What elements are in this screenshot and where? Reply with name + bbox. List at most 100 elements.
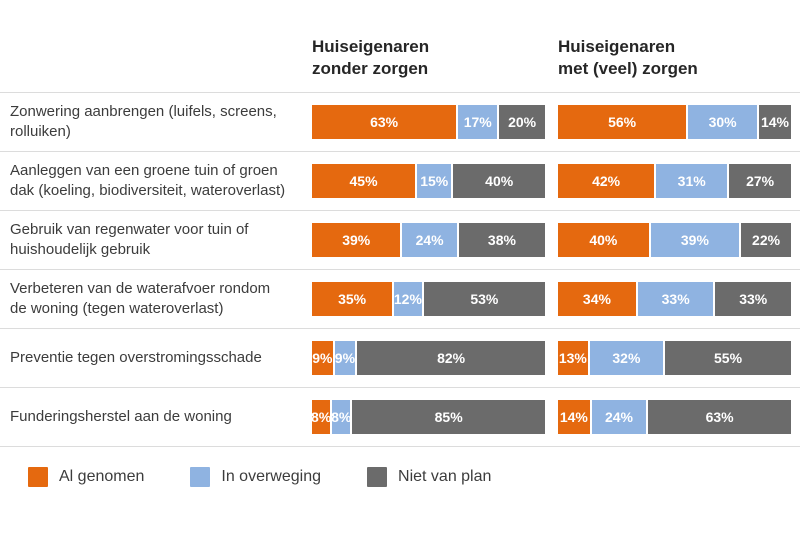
bar-value-label: 17% bbox=[463, 114, 492, 130]
bar-segment-niet-van-plan: 38% bbox=[458, 223, 545, 257]
bar-value-label: 9% bbox=[312, 350, 333, 366]
bar-value-label: 53% bbox=[470, 291, 499, 307]
bar-segment-in-overweging: 24% bbox=[402, 223, 457, 257]
bar-segment-niet-van-plan: 40% bbox=[453, 164, 545, 198]
table-row: Funderingsherstel aan de woning 8% 8% 85… bbox=[0, 387, 800, 446]
bar-zonder-zorgen: 35% 12% 53% bbox=[312, 282, 546, 316]
bar-segment-al-genomen: 35% bbox=[312, 282, 393, 316]
bar-segment-al-genomen: 42% bbox=[558, 164, 655, 198]
bar-value-label: 38% bbox=[487, 232, 516, 248]
legend-label: Al genomen bbox=[59, 468, 145, 485]
bar-value-label: 20% bbox=[508, 114, 537, 130]
bar-zonder-zorgen: 39% 24% 38% bbox=[312, 223, 545, 257]
bar-value-label: 8% bbox=[331, 409, 352, 425]
bar-met-zorgen: 40% 39% 22% bbox=[558, 223, 791, 257]
bar-segment-in-overweging: 32% bbox=[589, 341, 664, 375]
column-header-zonder-zorgen: Huiseigenaren zonder zorgen bbox=[312, 36, 545, 80]
table-row: Preventie tegen overstromingsschade 9% 9… bbox=[0, 328, 800, 387]
bar-met-zorgen: 34% 33% 33% bbox=[558, 282, 791, 316]
bar-value-label: 39% bbox=[680, 232, 709, 248]
row-label: Zonwering aanbrengen (luifels, screens, … bbox=[10, 103, 277, 140]
bar-value-label: 56% bbox=[608, 114, 637, 130]
bar-segment-niet-van-plan: 27% bbox=[729, 164, 791, 198]
row-label: Gebruik van regenwater voor tuin of huis… bbox=[10, 221, 249, 258]
bar-value-label: 14% bbox=[760, 114, 789, 130]
bar-segment-in-overweging: 24% bbox=[591, 400, 647, 434]
bar-value-label: 9% bbox=[334, 350, 356, 366]
bar-value-label: 33% bbox=[739, 291, 768, 307]
bar-segment-al-genomen: 34% bbox=[558, 282, 636, 316]
bar-segment-in-overweging: 17% bbox=[458, 105, 498, 139]
row-label: Aanleggen van een groene tuin of groen d… bbox=[10, 162, 286, 199]
bar-value-label: 31% bbox=[677, 173, 706, 189]
bar-zonder-zorgen: 45% 15% 40% bbox=[312, 164, 545, 198]
bar-value-label: 14% bbox=[559, 409, 588, 425]
bar-segment-in-overweging: 30% bbox=[688, 105, 757, 139]
bar-segment-al-genomen: 45% bbox=[312, 164, 416, 198]
bar-zonder-zorgen: 63% 17% 20% bbox=[312, 105, 545, 139]
bar-value-label: 22% bbox=[752, 232, 781, 248]
bar-value-label: 35% bbox=[338, 291, 367, 307]
bar-value-label: 55% bbox=[714, 350, 743, 366]
bar-value-label: 85% bbox=[434, 409, 463, 425]
bar-segment-al-genomen: 56% bbox=[558, 105, 687, 139]
header-line: zonder zorgen bbox=[312, 59, 429, 78]
legend-item-al-genomen: Al genomen bbox=[28, 467, 144, 487]
bar-met-zorgen: 42% 31% 27% bbox=[558, 164, 791, 198]
row-label: Verbeteren van de waterafvoer rondom de … bbox=[10, 280, 271, 317]
bar-value-label: 63% bbox=[370, 114, 399, 130]
bar-segment-in-overweging: 39% bbox=[650, 223, 740, 257]
bar-value-label: 40% bbox=[589, 232, 618, 248]
bar-segment-in-overweging: 15% bbox=[417, 164, 452, 198]
bar-value-label: 24% bbox=[604, 409, 633, 425]
bar-segment-al-genomen: 14% bbox=[558, 400, 590, 434]
bar-segment-niet-van-plan: 33% bbox=[715, 282, 791, 316]
bar-segment-niet-van-plan: 22% bbox=[741, 223, 791, 257]
bar-segment-in-overweging: 8% bbox=[331, 400, 352, 434]
bar-segment-niet-van-plan: 85% bbox=[352, 400, 545, 434]
bar-value-label: 24% bbox=[415, 232, 444, 248]
legend-item-in-overweging: In overweging bbox=[190, 467, 321, 487]
bar-segment-niet-van-plan: 55% bbox=[665, 341, 791, 375]
legend-label: Niet van plan bbox=[398, 468, 492, 485]
bar-zonder-zorgen: 8% 8% 85% bbox=[311, 400, 545, 434]
header-line: Huiseigenaren bbox=[312, 37, 430, 56]
bar-met-zorgen: 13% 32% 55% bbox=[558, 341, 791, 375]
bar-value-label: 34% bbox=[582, 291, 611, 307]
bar-segment-niet-van-plan: 14% bbox=[758, 105, 791, 139]
bar-value-label: 12% bbox=[393, 291, 422, 307]
bar-value-label: 15% bbox=[420, 173, 449, 189]
chart-rows: Zonwering aanbrengen (luifels, screens, … bbox=[0, 92, 800, 447]
bar-met-zorgen: 14% 24% 63% bbox=[558, 400, 792, 434]
bar-value-label: 13% bbox=[558, 350, 587, 366]
legend: Al genomen In overweging Niet van plan bbox=[0, 447, 800, 487]
bar-met-zorgen: 56% 30% 14% bbox=[558, 105, 791, 139]
bar-segment-niet-van-plan: 20% bbox=[499, 105, 545, 139]
bar-segment-in-overweging: 33% bbox=[637, 282, 714, 316]
bar-value-label: 42% bbox=[592, 173, 621, 189]
header-line: Huiseigenaren bbox=[558, 37, 676, 56]
table-row: Gebruik van regenwater voor tuin of huis… bbox=[0, 210, 800, 269]
legend-swatch-al-genomen bbox=[28, 467, 48, 487]
bar-segment-al-genomen: 13% bbox=[558, 341, 588, 375]
legend-swatch-niet-van-plan bbox=[367, 467, 388, 487]
header-line: met (veel) zorgen bbox=[558, 59, 698, 78]
bar-segment-al-genomen: 40% bbox=[558, 223, 649, 257]
bar-value-label: 30% bbox=[708, 114, 737, 130]
bar-zonder-zorgen: 9% 9% 82% bbox=[312, 341, 545, 375]
bar-value-label: 82% bbox=[437, 350, 466, 366]
bar-segment-niet-van-plan: 53% bbox=[423, 282, 546, 316]
legend-item-niet-van-plan: Niet van plan bbox=[367, 467, 491, 487]
header-spacer bbox=[0, 36, 312, 80]
row-label: Funderingsherstel aan de woning bbox=[10, 408, 232, 425]
bar-segment-niet-van-plan: 63% bbox=[648, 400, 792, 434]
bar-segment-al-genomen: 9% bbox=[312, 341, 333, 375]
column-headers: Huiseigenaren zonder zorgen Huiseigenare… bbox=[0, 36, 800, 80]
bar-value-label: 33% bbox=[661, 291, 690, 307]
bar-value-label: 27% bbox=[746, 173, 775, 189]
bar-segment-niet-van-plan: 82% bbox=[357, 341, 545, 375]
bar-value-label: 39% bbox=[342, 232, 371, 248]
bar-segment-al-genomen: 39% bbox=[312, 223, 401, 257]
bar-segment-in-overweging: 31% bbox=[656, 164, 728, 198]
